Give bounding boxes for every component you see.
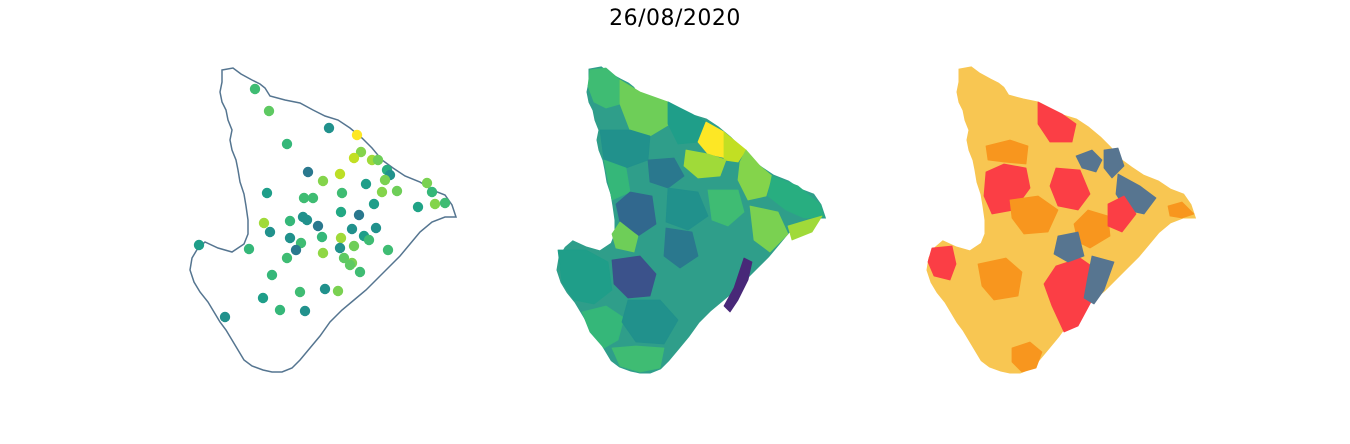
state-outline	[189, 67, 457, 373]
municipality-point	[363, 234, 375, 246]
municipality-point	[299, 305, 311, 317]
municipality-point	[307, 192, 319, 204]
municipality-point	[317, 175, 329, 187]
municipality-point	[338, 252, 350, 264]
municipality-point	[334, 242, 346, 254]
municipality-point	[312, 220, 324, 232]
risk-regions	[927, 101, 1195, 373]
municipality-point	[391, 185, 403, 197]
municipality-point	[355, 146, 367, 158]
risk-map	[926, 66, 1196, 374]
municipality-point	[336, 187, 348, 199]
choropleth-region	[737, 149, 773, 201]
risk-region	[1083, 255, 1115, 305]
choropleth-region	[707, 189, 745, 227]
municipality-point	[439, 197, 451, 209]
municipality-point	[348, 152, 360, 164]
choropleth-region	[767, 175, 825, 219]
municipality-point	[376, 186, 388, 198]
risk-region	[1011, 341, 1043, 373]
choropleth-regions	[557, 67, 825, 373]
risk-region	[1009, 195, 1059, 235]
points-map	[189, 67, 457, 373]
municipality-point	[372, 154, 384, 166]
risk-region	[1167, 201, 1195, 219]
municipality-point	[290, 244, 302, 256]
choropleth-region	[619, 79, 671, 137]
risk-region	[1053, 231, 1085, 263]
municipality-point	[426, 186, 438, 198]
municipality-point	[319, 283, 331, 295]
municipality-point	[323, 122, 335, 134]
choropleth-region	[663, 227, 699, 269]
choropleth-region	[749, 205, 789, 253]
municipality-point	[264, 226, 276, 238]
municipality-point	[332, 285, 344, 297]
municipality-point	[351, 129, 363, 141]
municipality-point	[281, 138, 293, 150]
municipality-points	[193, 83, 451, 323]
municipality-point	[353, 209, 365, 221]
risk-region	[1103, 147, 1125, 179]
risk-region	[1107, 195, 1137, 233]
figure-title: 26/08/2020	[609, 6, 741, 31]
choropleth-region	[787, 215, 823, 241]
municipality-point	[261, 187, 273, 199]
municipality-point	[354, 266, 366, 278]
risk-region	[927, 245, 957, 281]
municipality-point	[302, 166, 314, 178]
choropleth-region	[611, 255, 657, 299]
choropleth-region	[723, 131, 747, 163]
municipality-point	[193, 239, 205, 251]
municipality-point	[249, 83, 261, 95]
municipality-point	[335, 232, 347, 244]
risk-region	[1049, 167, 1091, 211]
municipality-point	[370, 222, 382, 234]
municipality-point	[348, 240, 360, 252]
municipality-point	[334, 168, 346, 180]
municipality-point	[294, 286, 306, 298]
municipality-point	[281, 252, 293, 264]
choropleth-region	[611, 221, 639, 253]
risk-region	[1043, 257, 1101, 333]
municipality-point	[382, 244, 394, 256]
risk-region	[977, 257, 1023, 301]
municipality-point	[317, 247, 329, 259]
municipality-point	[266, 269, 278, 281]
municipality-point	[379, 174, 391, 186]
municipality-point	[429, 198, 441, 210]
choropleth-region	[621, 299, 679, 345]
choropleth-map	[556, 66, 826, 374]
municipality-point	[298, 192, 310, 204]
municipality-point	[284, 232, 296, 244]
municipality-point	[346, 223, 358, 235]
choropleth-region	[723, 257, 753, 313]
municipality-point	[219, 311, 231, 323]
municipality-point	[335, 206, 347, 218]
risk-region	[985, 139, 1029, 165]
risk-region	[1075, 149, 1103, 173]
choropleth-region	[683, 149, 727, 179]
municipality-point	[243, 243, 255, 255]
choropleth-region	[611, 345, 665, 373]
municipality-point	[412, 201, 424, 213]
choropleth-region	[581, 305, 625, 349]
municipality-point	[360, 178, 372, 190]
municipality-point	[344, 259, 356, 271]
municipality-point	[274, 304, 286, 316]
risk-region	[1037, 101, 1077, 143]
municipality-point	[421, 177, 433, 189]
municipality-point	[284, 215, 296, 227]
municipality-point	[257, 292, 269, 304]
municipality-point	[301, 214, 313, 226]
municipality-point	[258, 217, 270, 229]
choropleth-region	[665, 187, 709, 231]
municipality-point	[316, 231, 328, 243]
municipality-point	[368, 198, 380, 210]
choropleth-region	[647, 157, 685, 189]
choropleth-region	[557, 249, 613, 305]
municipality-point	[263, 105, 275, 117]
